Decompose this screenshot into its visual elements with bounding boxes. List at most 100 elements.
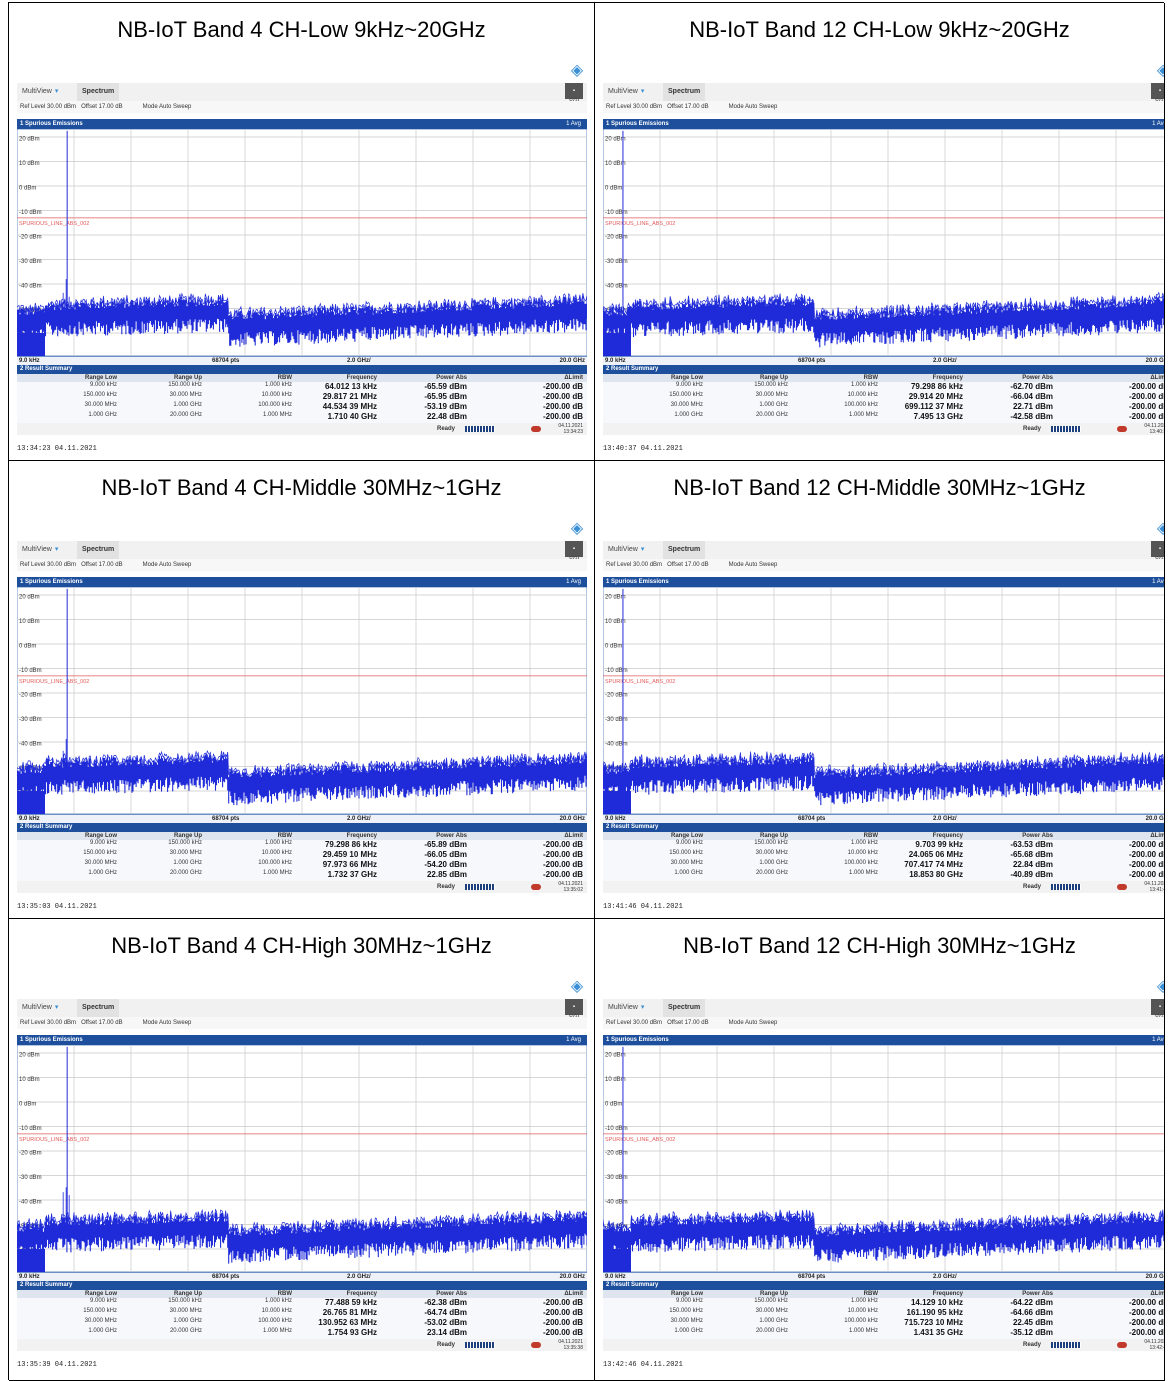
table-cell: -200.00 dB xyxy=(542,840,583,849)
table-cell: 77.488 59 kHz xyxy=(324,1298,377,1307)
low-band-block xyxy=(603,333,631,356)
y-tick-label: -10 dBm xyxy=(605,210,628,216)
sgl-button[interactable]: ▪ xyxy=(565,541,583,557)
panel-title: NB-IoT Band 4 CH-Middle 30MHz~1GHz xyxy=(101,475,502,500)
status-indicator-icon xyxy=(531,426,541,432)
table-cell: 1.000 GHz xyxy=(674,412,703,418)
table-cell: 22.84 dBm xyxy=(1012,860,1053,869)
tab-multiview[interactable]: MultiView ▾ xyxy=(603,541,649,559)
table-cell: 100.000 kHz xyxy=(258,860,292,866)
x-stop: 20.0 GHz xyxy=(1145,1274,1164,1280)
table-cell: -63.53 dBm xyxy=(1010,840,1053,849)
table-cell: 1.000 kHz xyxy=(264,1298,292,1304)
analyzer-screenshot: ◈MultiView▾Spectrum▪SGLRef Level 30.00 d… xyxy=(17,521,587,918)
tab-multiview[interactable]: MultiView ▾ xyxy=(603,999,649,1017)
sgl-button[interactable]: ▪ xyxy=(1151,83,1164,99)
tab-multiview[interactable]: MultiView ▾ xyxy=(603,83,649,101)
x-start: 9.0 kHz xyxy=(605,1274,626,1280)
table-cell: -200.00 dB xyxy=(542,1308,583,1317)
panel-cell: NB-IoT Band 4 CH-Low 9kHz~20GHz ◈ MultiVie… xyxy=(9,3,595,461)
offset: Offset 17.00 dB xyxy=(667,1020,709,1026)
table-cell: 29.914 20 MHz xyxy=(908,392,963,401)
low-band-block xyxy=(603,791,631,814)
y-tick-label: 10 dBm xyxy=(605,1077,626,1083)
low-band-block xyxy=(17,333,45,356)
table-cell: 150.000 kHz xyxy=(83,392,117,398)
panel-title: NB-IoT Band 4 CH-Low 9kHz~20GHz xyxy=(117,17,486,42)
ready-label: Ready xyxy=(1023,1342,1042,1348)
tab-spectrum[interactable]: Spectrum xyxy=(77,83,120,101)
settings-bar: Ref Level 30.00 dBm Offset 17.00 dB Mode… xyxy=(17,101,587,113)
table-cell: -64.74 dBm xyxy=(424,1308,467,1317)
tab-spectrum[interactable]: Spectrum xyxy=(663,83,706,101)
tab-multiview[interactable]: MultiView ▾ xyxy=(17,541,63,559)
table-cell: -200.00 dB xyxy=(542,860,583,869)
column-header: Range Low xyxy=(670,833,703,839)
avg-label: 1 Avg xyxy=(566,121,581,127)
table-cell: 22.71 dBm xyxy=(1012,402,1053,411)
column-header: ΔLimit xyxy=(1150,833,1165,839)
table-cell: 10.000 kHz xyxy=(847,1308,878,1314)
tab-spectrum[interactable]: Spectrum xyxy=(663,541,706,559)
column-header: Range Up xyxy=(759,375,788,381)
settings-bar: Ref Level 30.00 dBm Offset 17.00 dB Mode… xyxy=(603,1017,1164,1029)
table-cell: -42.58 dBm xyxy=(1010,412,1053,421)
progress-bars xyxy=(1051,884,1081,890)
y-tick-label: 0 dBm xyxy=(605,1102,622,1108)
column-header: Frequency xyxy=(346,1291,377,1297)
column-header: Frequency xyxy=(932,375,963,381)
status-date: 04.11.2021 xyxy=(558,423,583,429)
tab-spectrum[interactable]: Spectrum xyxy=(663,999,706,1017)
sgl-button[interactable]: ▪ xyxy=(1151,541,1164,557)
sgl-button[interactable]: ▪ xyxy=(565,83,583,99)
tab-multiview[interactable]: MultiView ▾ xyxy=(17,999,63,1017)
table-cell: 30.000 MHz xyxy=(84,1318,117,1324)
x-span: 2.0 GHz/ xyxy=(347,358,371,364)
table-cell: 30.000 MHz xyxy=(169,850,202,856)
tab-spectrum[interactable]: Spectrum xyxy=(77,541,120,559)
table-cell: -53.02 dBm xyxy=(424,1318,467,1327)
tab-multiview[interactable]: MultiView ▾ xyxy=(17,83,63,101)
result-table: Range Low 9.000 kHz 150.000 kHz 30.000 MHz 1… xyxy=(603,1290,1164,1340)
table-cell: 29.459 10 MHz xyxy=(322,850,377,859)
rs-logo-icon: ◈ xyxy=(1155,979,1164,995)
limit-line-label: SPURIOUS_LINE_ABS_002 xyxy=(605,679,675,685)
panel-header-label: 1 Spurious Emissions xyxy=(20,579,83,585)
spurious-panel-header: 1 Spurious Emissions 1 Avg xyxy=(603,119,1164,129)
table-cell: 30.000 MHz xyxy=(670,402,703,408)
limit-line-label: SPURIOUS_LINE_ABS_002 xyxy=(19,1137,89,1143)
table-cell: -200.00 dB xyxy=(542,850,583,859)
table-cell: 161.190 95 kHz xyxy=(906,1308,964,1317)
tab-bar: MultiView ▾ Spectrum xyxy=(603,999,1164,1018)
table-cell: 9.000 kHz xyxy=(675,382,703,388)
offset: Offset 17.00 dB xyxy=(81,1020,123,1026)
y-tick-label: 20 dBm xyxy=(19,595,40,601)
settings-bar: Ref Level 30.00 dBm Offset 17.00 dB Mode… xyxy=(17,559,587,571)
result-table-header xyxy=(603,1290,1164,1298)
result-table: Range Low 9.000 kHz 150.000 kHz 30.000 MHz 1… xyxy=(17,1290,587,1340)
rs-logo-icon: ◈ xyxy=(1155,521,1164,537)
sgl-button[interactable]: ▪ xyxy=(1151,999,1164,1015)
column-header: ΔLimit xyxy=(564,833,583,839)
table-cell: 1.000 MHz xyxy=(262,412,292,418)
x-start: 9.0 kHz xyxy=(605,358,626,364)
spurious-panel-header: 1 Spurious Emissions 1 Avg xyxy=(603,1035,1164,1045)
table-cell: 22.85 dBm xyxy=(426,870,467,879)
y-tick-label: -10 dBm xyxy=(19,1126,42,1132)
table-cell: 30.000 MHz xyxy=(755,1308,788,1314)
column-header: Power Abs xyxy=(436,1291,467,1297)
y-tick-label: 10 dBm xyxy=(19,619,40,625)
table-cell: 10.000 kHz xyxy=(847,850,878,856)
avg-label: 1 Avg xyxy=(566,579,581,585)
table-cell: -200.00 dB xyxy=(542,382,583,391)
tab-spectrum[interactable]: Spectrum xyxy=(77,999,120,1017)
column-header: ΔLimit xyxy=(564,375,583,381)
sgl-button[interactable]: ▪ xyxy=(565,999,583,1015)
tab-bar: MultiView ▾ Spectrum xyxy=(17,83,587,102)
ready-label: Ready xyxy=(437,426,456,432)
table-cell: 150.000 kHz xyxy=(168,382,202,388)
status-datetime: 04.11.2021 13:35:38 xyxy=(558,1339,583,1351)
table-cell: 97.973 66 MHz xyxy=(322,860,377,869)
table-cell: 1.000 kHz xyxy=(264,840,292,846)
